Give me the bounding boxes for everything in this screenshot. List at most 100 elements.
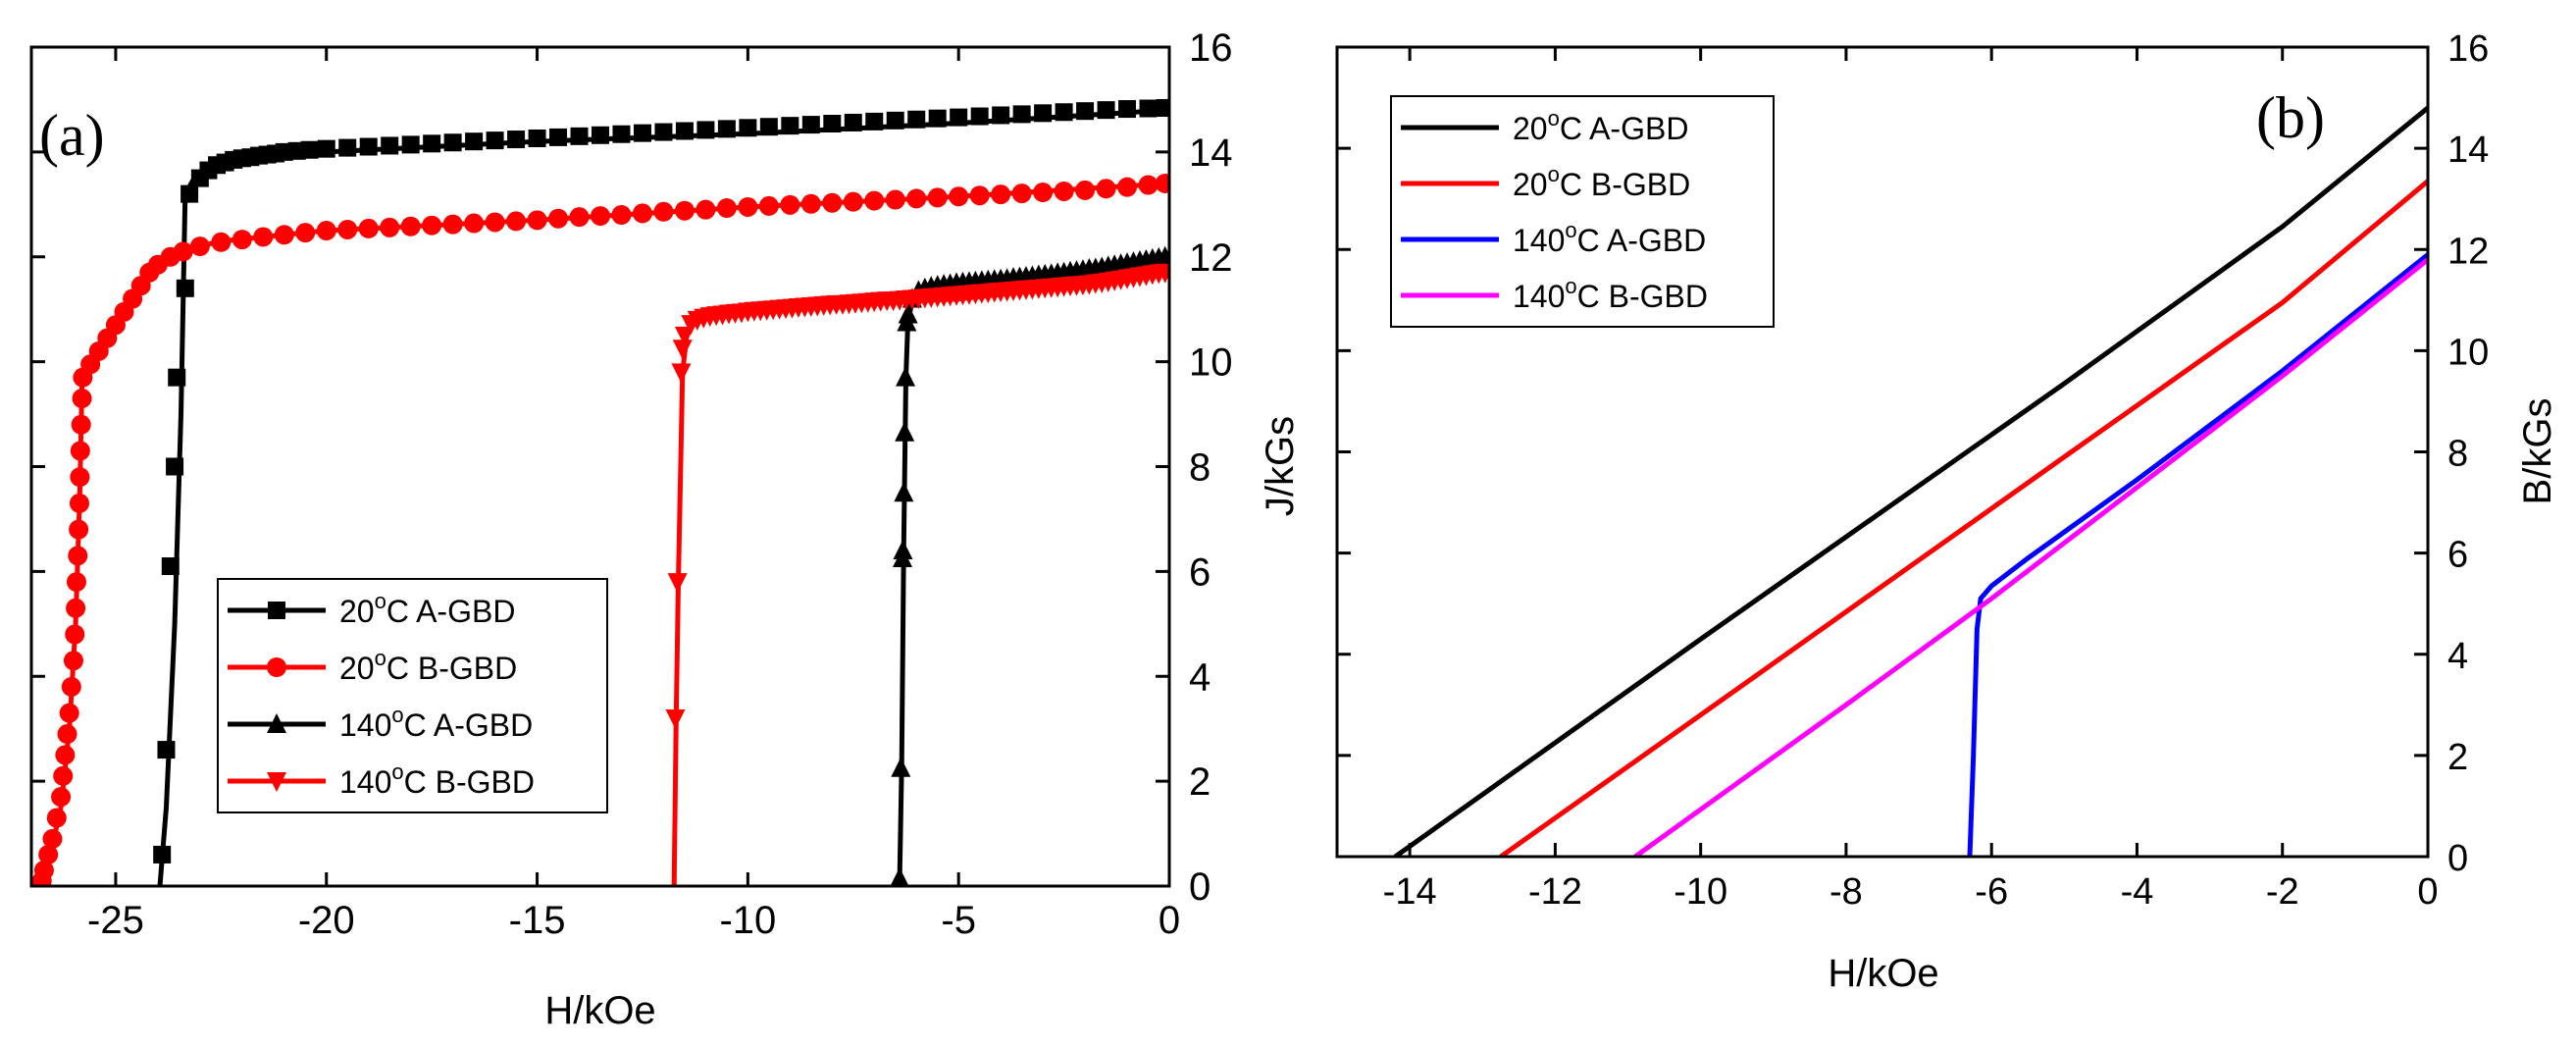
data-point bbox=[72, 389, 92, 409]
data-point bbox=[267, 713, 286, 733]
x-tick-label: -10 bbox=[1674, 871, 1727, 913]
data-point bbox=[890, 866, 909, 886]
legend-label: 20oC A-GBD bbox=[1513, 106, 1688, 146]
data-point bbox=[253, 227, 274, 247]
data-point bbox=[338, 138, 357, 157]
data-point bbox=[950, 108, 968, 127]
y-tick-label: 0 bbox=[1189, 865, 1211, 909]
panel-b-y-ticks: 0 2 4 6 8 10 12 14 16 bbox=[1337, 28, 2489, 879]
data-point bbox=[316, 221, 336, 241]
data-point bbox=[844, 113, 862, 131]
data-point bbox=[672, 340, 693, 360]
data-point bbox=[665, 709, 686, 729]
data-point bbox=[894, 482, 914, 502]
series-line bbox=[1967, 252, 2428, 857]
data-point bbox=[991, 184, 1011, 205]
data-point bbox=[739, 119, 757, 137]
data-point bbox=[1097, 101, 1115, 120]
series-4 bbox=[665, 263, 1169, 886]
data-point bbox=[1118, 100, 1137, 119]
panel-b-series bbox=[1393, 105, 2428, 857]
data-point bbox=[71, 414, 91, 435]
panel-b-legend: 20oC A-GBD 20oC B-GBD 140oC A-GBD 140oC B-G… bbox=[1390, 95, 1775, 328]
data-point bbox=[969, 185, 990, 206]
panel-b-y-axis-label: B/kGs bbox=[2516, 398, 2559, 505]
y-tick-label: 14 bbox=[1189, 131, 1233, 175]
x-tick-label: -12 bbox=[1528, 871, 1582, 913]
data-point bbox=[654, 123, 673, 141]
data-point bbox=[70, 467, 90, 488]
data-point bbox=[69, 493, 89, 513]
data-point bbox=[928, 109, 947, 128]
data-point bbox=[464, 213, 485, 234]
legend-entry: 140oC B-GBD bbox=[228, 759, 535, 800]
data-point bbox=[1117, 177, 1138, 197]
data-point bbox=[401, 135, 420, 154]
y-tick-label: 10 bbox=[2447, 332, 2489, 373]
series-line bbox=[1499, 179, 2428, 857]
legend-entry: 140oC A-GBD bbox=[1401, 218, 1706, 258]
data-point bbox=[400, 216, 421, 236]
legend-box bbox=[1390, 95, 1775, 328]
data-point bbox=[55, 745, 76, 765]
data-point bbox=[1138, 175, 1159, 195]
data-point bbox=[211, 232, 232, 252]
y-tick-label: 12 bbox=[1189, 236, 1233, 280]
data-point bbox=[1155, 173, 1169, 193]
data-point bbox=[317, 139, 335, 158]
data-point bbox=[65, 624, 85, 645]
panel-a-series bbox=[31, 98, 1169, 886]
data-point bbox=[591, 206, 610, 227]
y-tick-label: 8 bbox=[1189, 446, 1211, 490]
series-1 bbox=[1393, 105, 2428, 857]
panel-b-label: (b) bbox=[2256, 85, 2325, 150]
data-point bbox=[1156, 98, 1169, 117]
series-line bbox=[1393, 105, 2428, 857]
data-point bbox=[38, 844, 59, 864]
x-tick-label: -25 bbox=[87, 899, 144, 942]
data-point bbox=[1075, 180, 1096, 200]
panel-a-label: (a) bbox=[39, 103, 105, 168]
data-point bbox=[801, 116, 820, 134]
series-line bbox=[1633, 257, 2428, 857]
panel-a-x-ticks: -25 -20 -15 -10 -5 0 bbox=[87, 47, 1180, 942]
y-tick-label: 2 bbox=[1189, 760, 1211, 804]
data-point bbox=[653, 201, 674, 222]
data-point bbox=[696, 121, 715, 139]
data-point bbox=[549, 128, 568, 146]
data-point bbox=[1033, 183, 1054, 203]
data-point bbox=[1096, 179, 1116, 199]
y-tick-label: 2 bbox=[2447, 737, 2468, 778]
x-tick-label: -14 bbox=[1383, 871, 1437, 913]
data-point bbox=[759, 118, 778, 136]
data-point bbox=[780, 194, 800, 215]
x-tick-label: -20 bbox=[298, 899, 355, 942]
data-point bbox=[442, 214, 463, 235]
data-point bbox=[843, 191, 863, 212]
series-line bbox=[671, 270, 1169, 886]
data-point bbox=[53, 765, 74, 786]
data-point bbox=[667, 573, 688, 594]
data-point bbox=[422, 215, 442, 236]
data-point bbox=[611, 205, 632, 225]
data-point bbox=[823, 115, 842, 133]
data-point bbox=[1155, 263, 1169, 284]
data-point bbox=[486, 131, 504, 150]
data-point bbox=[895, 421, 915, 442]
data-point bbox=[800, 193, 821, 214]
data-point bbox=[161, 557, 180, 576]
panel-a-legend: 20oC A-GBD 20oC B-GBD 140oC A-GBD 140oC B-G… bbox=[217, 578, 608, 813]
data-point bbox=[176, 279, 194, 297]
data-point bbox=[63, 651, 83, 671]
y-tick-label: 0 bbox=[2447, 838, 2468, 879]
data-point bbox=[548, 208, 569, 229]
y-tick-label: 16 bbox=[1189, 26, 1233, 70]
data-point bbox=[1012, 105, 1031, 124]
data-point bbox=[1055, 103, 1073, 122]
data-point bbox=[671, 363, 692, 384]
x-tick-label: 0 bbox=[2417, 871, 2438, 913]
data-point bbox=[51, 787, 72, 808]
data-point bbox=[822, 192, 843, 213]
y-tick-label: 8 bbox=[2447, 434, 2468, 475]
